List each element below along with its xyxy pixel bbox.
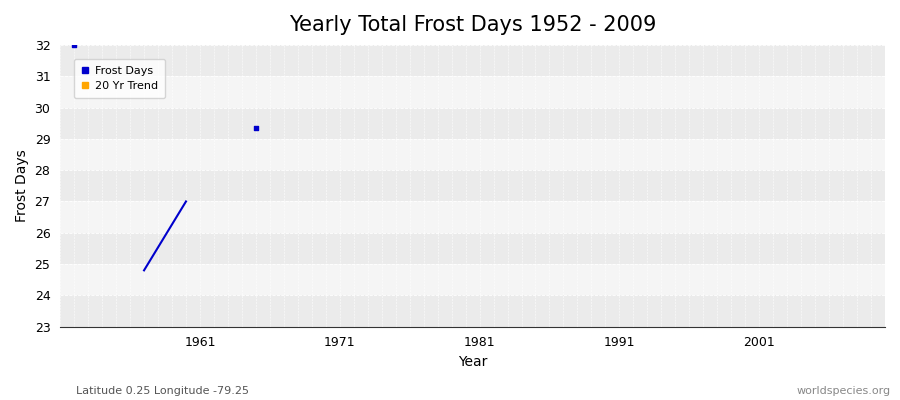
Bar — [60, 108, 885, 139]
Bar — [60, 139, 885, 170]
Bar — [60, 170, 885, 202]
Bar — [60, 202, 885, 233]
Text: worldspecies.org: worldspecies.org — [796, 386, 891, 396]
Bar — [60, 296, 885, 327]
Point — [67, 42, 81, 48]
X-axis label: Year: Year — [458, 355, 487, 369]
Bar — [60, 233, 885, 264]
Text: Latitude 0.25 Longitude -79.25: Latitude 0.25 Longitude -79.25 — [76, 386, 249, 396]
Y-axis label: Frost Days: Frost Days — [15, 150, 29, 222]
Point — [248, 125, 263, 131]
Title: Yearly Total Frost Days 1952 - 2009: Yearly Total Frost Days 1952 - 2009 — [289, 15, 656, 35]
Bar — [60, 76, 885, 108]
Legend: Frost Days, 20 Yr Trend: Frost Days, 20 Yr Trend — [74, 59, 165, 98]
Bar — [60, 45, 885, 76]
Bar — [60, 264, 885, 296]
